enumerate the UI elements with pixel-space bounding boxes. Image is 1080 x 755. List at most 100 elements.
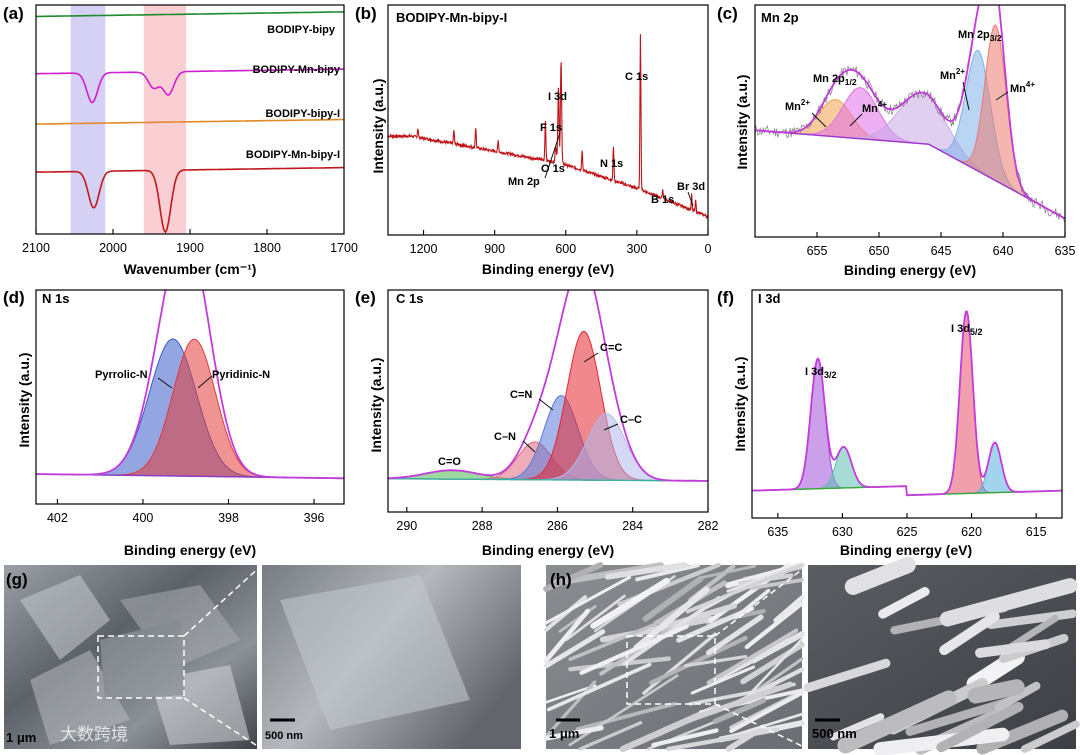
- y-axis-label-c: Intensity (a.u.): [734, 75, 750, 170]
- axes-frame-c: [754, 4, 1066, 238]
- sem-rod: [939, 611, 1000, 656]
- axes-frame-f: [751, 289, 1063, 519]
- panel-title-c: Mn 2p: [761, 10, 799, 25]
- sem-rod: [575, 702, 677, 731]
- sem-rod: [986, 609, 1077, 630]
- panel-f-i3d: (f) I 3d I 3d3/2 I 3d5/2 635 630 625 620 615…: [717, 288, 1063, 558]
- x-tick-label: 0: [705, 242, 712, 256]
- label-bodipy-mn-bipy-i: BODIPY-Mn-bipy-I: [246, 149, 340, 161]
- axes-frame-e: [387, 289, 709, 513]
- label-bodipy-bipy: BODIPY-bipy: [267, 24, 336, 36]
- panel-b-survey: (b) BODIPY-Mn-bipy-I F 1s I 3d Mn 2pO 1s N …: [355, 4, 712, 277]
- sem-rod: [905, 697, 1014, 736]
- label-mn2p12: Mn 2p1/2: [813, 73, 857, 87]
- background-line: [755, 129, 1065, 220]
- label-i3d52: I 3d5/2: [951, 323, 982, 337]
- raw-data-line: [752, 310, 1062, 497]
- sem-rod: [878, 586, 930, 619]
- x-tick-label: 620: [961, 525, 982, 539]
- x-tick-label: 640: [993, 244, 1014, 258]
- panel-h-sem: 1 μm 500 nm (h): [543, 556, 1080, 755]
- sem-rod: [543, 562, 604, 592]
- sem-rod: [829, 713, 885, 741]
- peak-label: B 1s: [651, 194, 674, 206]
- envelope-line: [36, 290, 344, 480]
- panel-e-c1s: (e) C 1s C=O C–N C=N C=C C–C 290 288 286 28…: [355, 288, 718, 558]
- x-tick-label: 625: [897, 525, 918, 539]
- label-i3d32: I 3d3/2: [805, 366, 836, 380]
- label-c-n-double: C=N: [510, 389, 532, 401]
- x-tick-label: 635: [1055, 244, 1076, 258]
- sem-rod: [773, 595, 805, 623]
- n-label-leaders: [157, 375, 213, 389]
- peak-label: Mn 2p: [508, 176, 540, 188]
- sem-rod: [633, 586, 710, 651]
- x-tick-label: 900: [484, 242, 505, 256]
- sem-g-zoom-line-bottom: [183, 697, 263, 750]
- highlight-band: [143, 5, 187, 234]
- panel-letter-d: (d): [3, 288, 25, 307]
- sem-rod: [642, 575, 704, 622]
- series-line: [36, 11, 344, 18]
- sem-g-overview-scale-label: 1 μm: [6, 730, 36, 745]
- sem-rod: [579, 624, 689, 675]
- x-axis-label-b: Binding energy (eV): [482, 261, 614, 277]
- label-bodipy-bipy-i: BODIPY-bipy-I: [265, 108, 340, 120]
- x-tick-label: 2000: [99, 241, 127, 255]
- sem-rod: [635, 563, 700, 582]
- sem-rod: [544, 575, 632, 625]
- x-tick-label: 398: [218, 511, 239, 525]
- x-tick-label: 635: [767, 525, 788, 539]
- envelope-line: [388, 290, 708, 482]
- sem-h-overview-scale-label: 1 μm: [549, 726, 579, 741]
- highlight-band: [70, 5, 106, 234]
- label-pyrrolic-n: Pyrrolic-N: [95, 369, 148, 381]
- peak-label: N 1s: [600, 158, 623, 170]
- sem-rod: [604, 562, 688, 580]
- fit-component: [36, 338, 344, 479]
- y-axis-label-f: Intensity (a.u.): [732, 357, 748, 452]
- sem-rod: [975, 639, 1051, 658]
- x-tick-label: 2100: [22, 241, 50, 255]
- sem-rod: [939, 578, 1078, 627]
- x-axis-label-a: Wavenumber (cm⁻¹): [124, 261, 257, 277]
- peak-label: O 1s: [541, 163, 565, 175]
- peak-label: Br 3d: [677, 181, 705, 193]
- fit-component: [755, 92, 1065, 219]
- sem-rod: [744, 601, 805, 650]
- x-tick-label: 396: [304, 511, 325, 525]
- peak-label: F 1s: [540, 122, 562, 134]
- sem-rod: [803, 658, 891, 693]
- label-pyridinic-n: Pyridinic-N: [212, 369, 270, 381]
- x-tick-label: 286: [547, 519, 568, 533]
- x-tick-label: 645: [931, 244, 952, 258]
- label-mn2plus-a: Mn2+: [785, 98, 810, 113]
- x-tick-label: 1700: [330, 241, 358, 255]
- x-tick-label: 402: [47, 511, 68, 525]
- panel-letter-b: (b): [355, 4, 377, 23]
- fit-component: [752, 358, 1062, 496]
- sem-g-large-flake: [280, 575, 470, 730]
- sem-rod: [685, 563, 804, 614]
- axes-frame-d: [35, 289, 345, 505]
- sem-rod: [690, 665, 756, 695]
- label-c-c-single: C–C: [620, 414, 642, 426]
- sem-rod: [705, 614, 764, 656]
- sem-rod: [936, 702, 1024, 753]
- sem-rod: [706, 628, 799, 685]
- x-tick-label: 400: [133, 511, 154, 525]
- sem-rod: [649, 635, 748, 685]
- sem-rod: [543, 629, 606, 669]
- fit-component: [752, 311, 1062, 496]
- y-axis-label-d: Intensity (a.u.): [16, 353, 32, 448]
- sem-rod: [967, 679, 1025, 704]
- sem-h-zoom-box: [626, 635, 716, 705]
- y-axis-label-b: Intensity (a.u.): [370, 79, 386, 174]
- y-axis-label-e: Intensity (a.u.): [368, 358, 384, 453]
- sem-rod: [712, 697, 767, 725]
- sem-rod: [994, 681, 1041, 712]
- sem-h-rods-zoom: [803, 556, 1080, 755]
- sem-rod: [544, 684, 597, 704]
- label-mn4plus-b: Mn4+: [1010, 80, 1035, 95]
- x-tick-label: 655: [807, 244, 828, 258]
